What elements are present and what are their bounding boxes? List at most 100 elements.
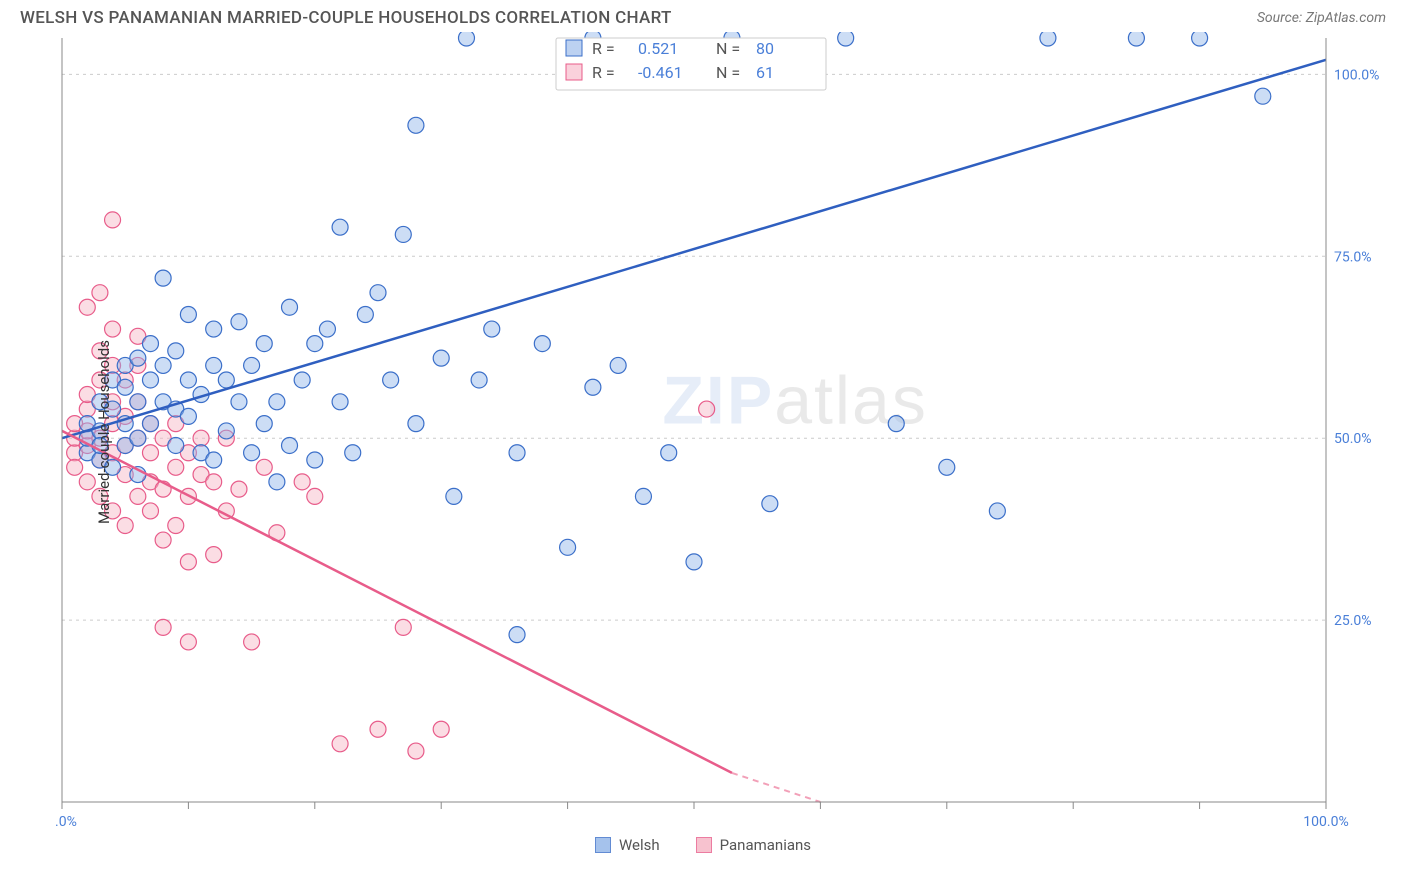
data-point [206,357,222,373]
data-point [155,619,171,635]
data-point [433,350,449,366]
data-point [244,634,260,650]
bottom-legend-swatch [696,837,712,853]
data-point [155,357,171,373]
data-point [206,547,222,563]
data-point [939,459,955,475]
legend-n-label: N = [716,63,740,82]
data-point [661,445,677,461]
y-tick-label: 100.0% [1334,67,1379,83]
data-point [534,336,550,352]
legend-swatch [566,40,582,56]
data-point [231,314,247,330]
data-point [282,437,298,453]
bottom-legend-label: Panamanians [720,836,811,854]
legend-n-label: N = [716,39,740,58]
data-point [1128,32,1144,46]
data-point [256,459,272,475]
data-point [370,285,386,301]
data-point [838,32,854,46]
data-point [509,627,525,643]
data-point [92,285,108,301]
data-point [155,270,171,286]
data-point [180,634,196,650]
data-point [117,518,133,534]
bottom-legend: Welsh Panamanians [0,836,1406,854]
scatter-plot-svg: 25.0%50.0%75.0%100.0%ZIPatlas0.0%100.0%R… [56,32,1386,832]
data-point [433,721,449,737]
data-point [319,321,335,337]
data-point [142,372,158,388]
data-point [989,503,1005,519]
data-point [168,343,184,359]
y-axis-label: Married-couple Households [95,340,113,524]
data-point [395,619,411,635]
data-point [635,488,651,504]
data-point [269,394,285,410]
data-point [395,226,411,242]
x-tick-label: 100.0% [1303,814,1348,830]
data-point [458,32,474,46]
data-point [686,554,702,570]
data-point [610,357,626,373]
data-point [130,488,146,504]
legend-r-value: 0.521 [638,39,678,58]
data-point [370,721,386,737]
data-point [218,372,234,388]
data-point [206,474,222,490]
bottom-legend-item: Welsh [595,836,660,854]
data-point [142,445,158,461]
y-tick-label: 25.0% [1334,613,1372,629]
data-point [282,299,298,315]
data-point [256,416,272,432]
data-point [117,379,133,395]
legend-r-label: R = [592,39,615,58]
data-point [155,532,171,548]
data-point [762,496,778,512]
data-point [307,336,323,352]
data-point [446,488,462,504]
data-point [168,459,184,475]
data-point [180,306,196,322]
data-point [193,430,209,446]
data-point [180,554,196,570]
chart-area: Married-couple Households 25.0% 50.0% 75.0… [56,32,1386,832]
data-point [244,445,260,461]
x-tick-label: 0.0% [56,814,77,830]
data-point [142,503,158,519]
data-point [408,416,424,432]
data-point [560,539,576,555]
legend-swatch [566,64,582,80]
data-point [1255,88,1271,104]
data-point [79,474,95,490]
trend-line-panamanians-dash [732,773,820,802]
data-point [332,736,348,752]
data-point [79,299,95,315]
data-point [294,372,310,388]
bottom-legend-swatch [595,837,611,853]
y-tick-label: 50.0% [1334,431,1372,447]
bottom-legend-item: Panamanians [696,836,811,854]
data-point [699,401,715,417]
data-point [168,437,184,453]
data-point [231,394,247,410]
data-point [1040,32,1056,46]
data-point [180,408,196,424]
legend-r-value: -0.461 [638,63,683,82]
data-point [408,743,424,759]
data-point [332,394,348,410]
data-point [142,336,158,352]
data-point [1192,32,1208,46]
y-tick-label: 75.0% [1334,249,1372,265]
chart-source: Source: ZipAtlas.com [1257,10,1386,26]
data-point [105,212,121,228]
data-point [509,445,525,461]
data-point [307,488,323,504]
data-point [408,117,424,133]
data-point [256,336,272,352]
data-point [206,452,222,468]
data-point [244,357,260,373]
data-point [357,306,373,322]
legend-n-value: 61 [756,63,774,82]
data-point [383,372,399,388]
